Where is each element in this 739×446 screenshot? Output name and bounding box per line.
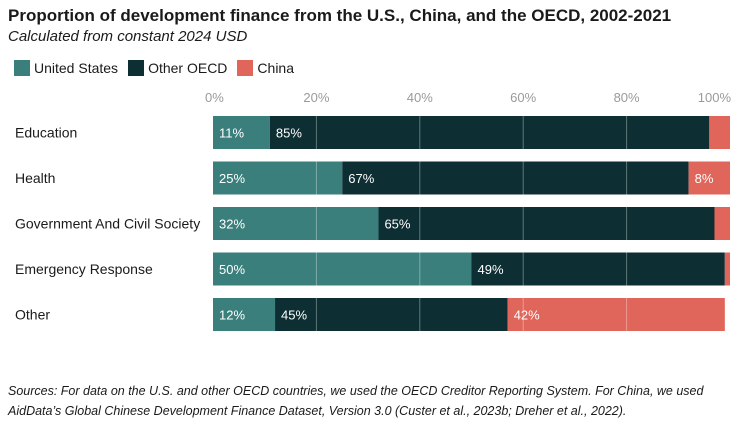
data-label: 49% xyxy=(478,262,504,277)
legend-swatch-united-states xyxy=(14,60,30,76)
bar-china xyxy=(709,116,730,149)
x-tick-label: 20% xyxy=(303,90,329,105)
x-tick-label: 100% xyxy=(698,90,732,105)
bar-other-oecd xyxy=(275,298,508,331)
category-label: Other xyxy=(15,307,50,323)
category-label: Emergency Response xyxy=(15,261,153,277)
data-label: 42% xyxy=(514,308,540,323)
x-tick-label: 80% xyxy=(614,90,640,105)
bar-united-states xyxy=(213,252,472,286)
stacked-bar-chart: 0% 20% 40% 60% 80% 100% Education 11% 85% Health 2… xyxy=(15,90,732,331)
chart-subtitle: Calculated from constant 2024 USD xyxy=(8,28,248,45)
data-label: 12% xyxy=(219,308,245,323)
bar-china xyxy=(714,207,730,240)
bar-other-oecd xyxy=(342,161,689,195)
chart-title: Proportion of development finance from t… xyxy=(8,6,672,25)
bar-united-states xyxy=(213,161,343,195)
category-label: Government And Civil Society xyxy=(15,216,200,232)
data-label: 25% xyxy=(219,171,245,186)
bar-united-states xyxy=(213,298,276,331)
data-label: 67% xyxy=(348,171,374,186)
bar-other-oecd xyxy=(269,116,710,149)
bar-china xyxy=(688,161,730,195)
bar-china xyxy=(724,252,730,286)
x-tick-label: 40% xyxy=(407,90,433,105)
legend-label-other-oecd: Other OECD xyxy=(148,60,228,76)
bar-china xyxy=(507,298,725,331)
bar-other-oecd xyxy=(471,252,725,286)
bar-united-states xyxy=(213,207,379,240)
data-label: 8% xyxy=(695,171,714,186)
legend-label-united-states: United States xyxy=(34,60,119,76)
bar-united-states xyxy=(213,116,270,149)
legend: United States Other OECD China xyxy=(14,60,304,76)
data-label: 85% xyxy=(276,126,302,141)
x-tick-label: 0% xyxy=(205,90,224,105)
data-label: 45% xyxy=(281,308,307,323)
data-label: 65% xyxy=(384,217,410,232)
legend-item-united-states: United States xyxy=(14,60,118,76)
legend-item-china: China xyxy=(237,60,294,76)
data-label: 11% xyxy=(219,126,244,141)
bar-other-oecd xyxy=(378,207,715,240)
data-label: 32% xyxy=(219,217,245,232)
legend-label-china: China xyxy=(257,60,295,76)
category-label: Education xyxy=(15,125,77,141)
x-tick-label: 60% xyxy=(510,90,536,105)
category-label: Health xyxy=(15,170,55,186)
data-label: 50% xyxy=(219,262,245,277)
legend-item-other-oecd: Other OECD xyxy=(128,60,227,76)
legend-swatch-other-oecd xyxy=(128,60,145,76)
legend-swatch-china xyxy=(237,60,254,76)
source-note: Sources: For data on the U.S. and other … xyxy=(8,384,704,418)
